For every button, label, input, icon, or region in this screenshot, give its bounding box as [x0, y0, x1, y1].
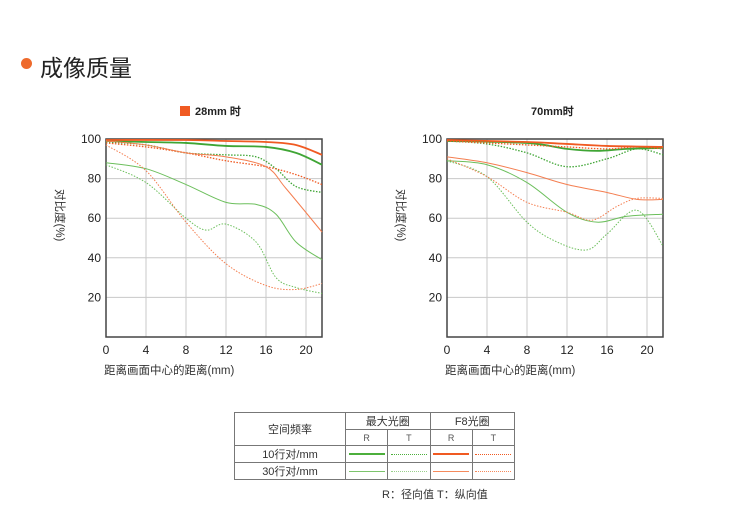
- x-tick-label: 20: [299, 343, 313, 357]
- y-axis-label: 对比度(%): [394, 189, 408, 242]
- swatch-orange-solid-thin: [433, 470, 470, 472]
- r-header: R: [344, 429, 389, 446]
- x-tick-label: 0: [444, 343, 451, 357]
- x-tick-label: 8: [524, 343, 531, 357]
- swatch-orange-dotted-thick: [475, 453, 512, 455]
- f8-aperture-header: F8光圈: [429, 412, 515, 430]
- y-tick-label: 60: [429, 211, 443, 225]
- chart-title-28mm: 28mm 时: [180, 103, 241, 119]
- series-line-orange-dotted-thick: [105, 142, 323, 186]
- swatch-orange-solid-thick: [433, 453, 470, 456]
- max-aperture-header: 最大光圈: [345, 412, 431, 430]
- series-line-orange-solid-thin: [105, 140, 323, 233]
- mtf-chart-28mm: 0 4 8 12 16 20 20 40 60 80 100 距离画面中心的距离(mm) 对比度(%): [53, 132, 323, 377]
- y-tick-label: 80: [429, 172, 443, 186]
- plot-frame: [105, 138, 323, 338]
- series-line-green-dotted-thin: [446, 160, 664, 251]
- x-tick-label: 0: [103, 343, 110, 357]
- y-tick-label: 40: [88, 251, 102, 265]
- series-line-orange-solid-thick: [105, 139, 323, 156]
- r-header: R: [429, 429, 473, 446]
- swatch-green-solid-thin: [348, 470, 385, 472]
- series-line-orange-solid-thin: [446, 156, 664, 201]
- x-tick-label: 8: [183, 343, 190, 357]
- x-tick-label: 4: [484, 343, 491, 357]
- y-axis-label: 对比度(%): [53, 189, 67, 242]
- swatch-green-dotted-thick: [390, 453, 427, 455]
- series-line-green-dotted-thin: [105, 164, 323, 294]
- series-line-green-solid-thick: [105, 140, 323, 166]
- series-line-orange-dotted-thick: [446, 140, 664, 150]
- series-line-green-solid-thin: [105, 162, 323, 261]
- x-tick-label: 12: [219, 343, 233, 357]
- row-30lpmm: 30行对/mm: [234, 462, 346, 480]
- chart-title-70mm: 70mm时: [531, 106, 574, 118]
- plot-frame: [446, 138, 664, 338]
- square-marker-icon: [180, 106, 190, 116]
- x-tick-label: 16: [600, 343, 614, 357]
- y-tick-label: 100: [81, 132, 101, 146]
- series-line-green-dotted-thick: [446, 140, 664, 168]
- swatch-green-solid-thick: [348, 453, 385, 456]
- row-10lpmm: 10行对/mm: [234, 445, 346, 463]
- x-axis-label: 距离画面中心的距离(mm): [445, 363, 575, 377]
- series-line-orange-dotted-thin: [446, 158, 664, 221]
- series-line-green-solid-thin: [446, 160, 664, 223]
- y-tick-label: 20: [88, 290, 102, 304]
- y-tick-label: 100: [422, 132, 442, 146]
- chart-title-text: 28mm 时: [195, 106, 241, 118]
- t-header: T: [471, 429, 516, 446]
- t-header: T: [387, 429, 431, 446]
- x-tick-label: 16: [259, 343, 273, 357]
- series-line-orange-solid-thick: [446, 139, 664, 148]
- mtf-chart-70mm: 0 4 8 12 16 20 20 40 60 80 100 距离画面中心的距离(mm) 对比度(%): [394, 132, 664, 377]
- section-title: 成像质量: [40, 55, 132, 81]
- y-tick-label: 80: [88, 172, 102, 186]
- freq-header: 空间频率: [234, 412, 346, 446]
- swatch-green-dotted-thin: [390, 470, 427, 472]
- x-tick-label: 20: [640, 343, 654, 357]
- y-tick-label: 60: [88, 211, 102, 225]
- series-line-green-dotted-thick: [105, 141, 323, 194]
- series-line-orange-dotted-thin: [105, 144, 323, 291]
- x-axis-label: 距离画面中心的距离(mm): [104, 363, 234, 377]
- x-tick-label: 4: [143, 343, 150, 357]
- x-tick-label: 12: [560, 343, 574, 357]
- swatch-orange-dotted-thin: [475, 470, 512, 472]
- y-tick-label: 20: [429, 290, 443, 304]
- y-tick-label: 40: [429, 251, 443, 265]
- legend-note: R：径向值 T：纵向值: [382, 489, 488, 501]
- section-bullet-icon: [21, 58, 32, 69]
